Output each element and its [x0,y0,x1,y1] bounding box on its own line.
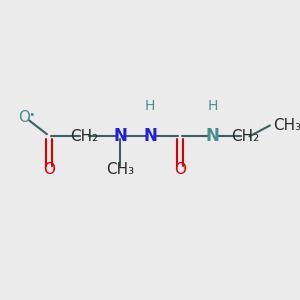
Text: CH₂: CH₂ [70,129,99,144]
Text: H: H [145,99,155,113]
Text: CH₂: CH₂ [231,129,260,144]
Text: H: H [208,99,218,113]
Text: N: N [143,128,157,146]
Text: O: O [43,162,55,177]
Text: CH₃: CH₃ [273,118,300,133]
Text: •: • [28,110,34,120]
Text: O: O [174,162,186,177]
Text: N: N [113,128,127,146]
Text: CH₃: CH₃ [106,162,134,177]
Text: N: N [206,128,220,146]
Text: O: O [19,110,31,125]
